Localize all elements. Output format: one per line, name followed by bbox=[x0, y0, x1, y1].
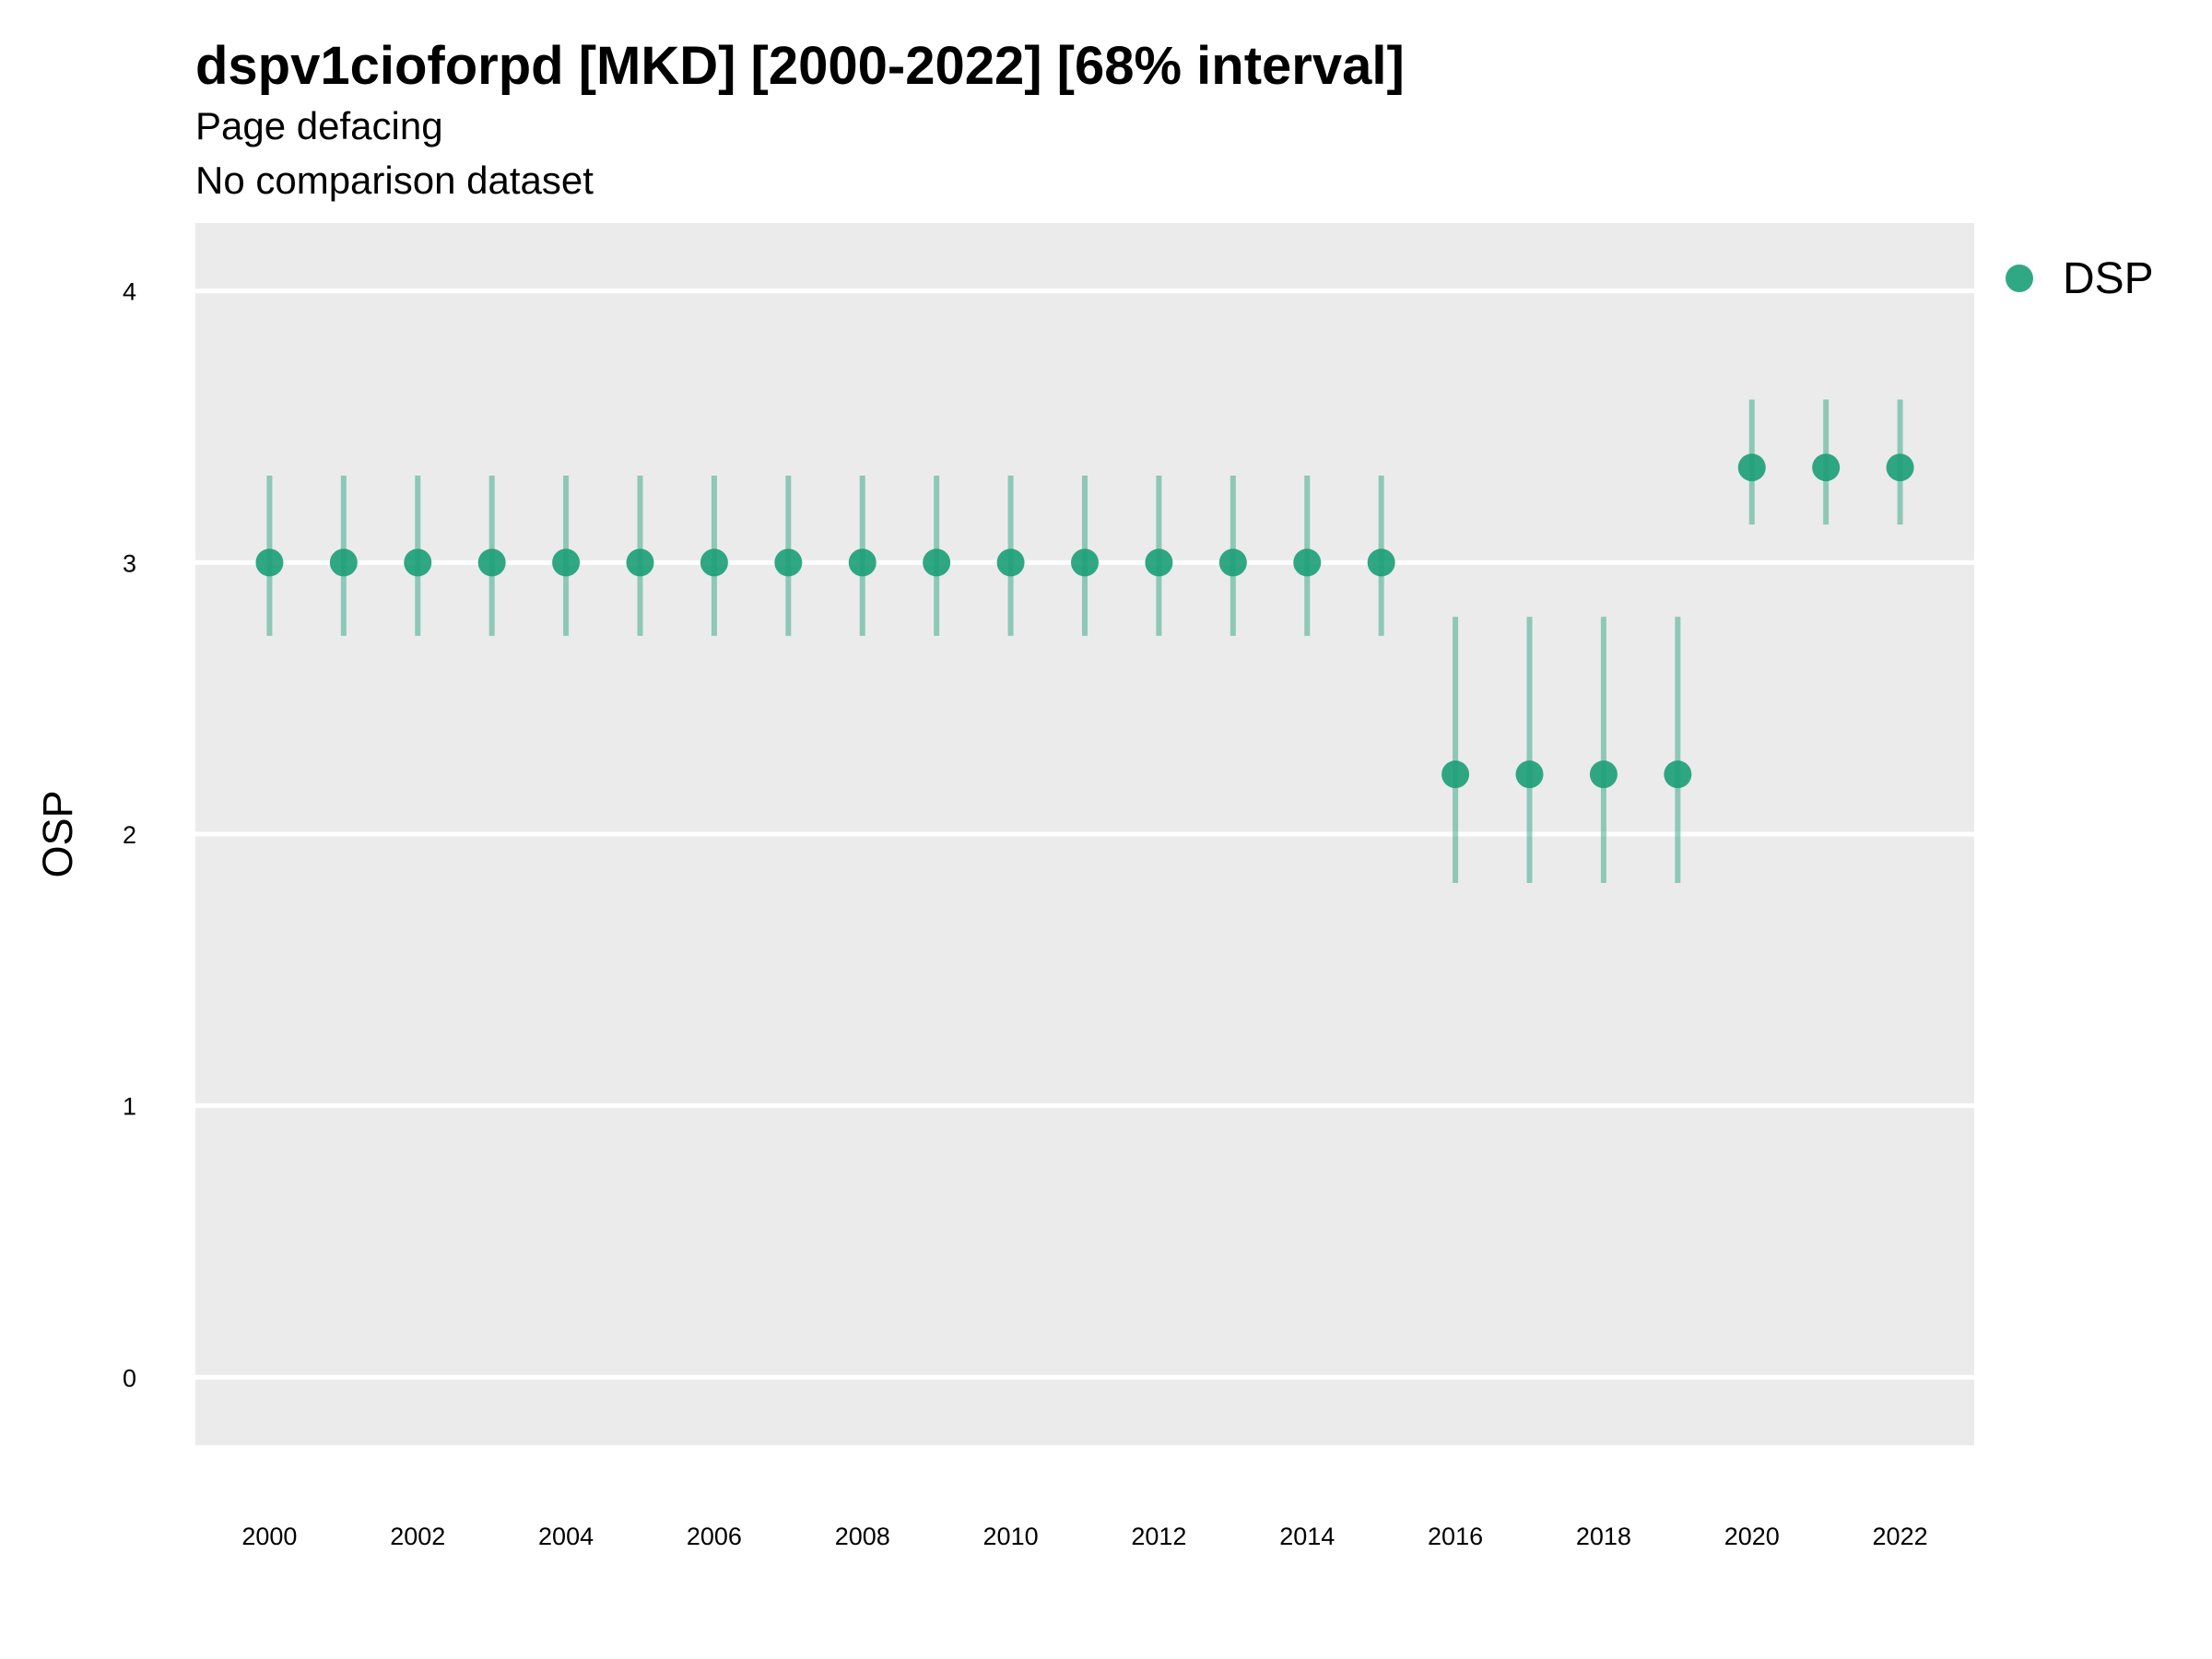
x-tick-label: 2008 bbox=[835, 1523, 890, 1550]
chart-title: dspv1cioforpd [MKD] [2000-2022] [68% int… bbox=[195, 36, 1405, 96]
data-point bbox=[1812, 453, 1841, 482]
y-axis-ticks: 0 1 2 3 4 bbox=[123, 278, 136, 1393]
y-tick-label: 2 bbox=[123, 821, 136, 849]
legend-swatch-dsp bbox=[2006, 265, 2033, 292]
data-point bbox=[1441, 760, 1470, 789]
data-point bbox=[626, 548, 654, 577]
data-point bbox=[700, 548, 728, 577]
chart-subtitle-line-2: No comparison dataset bbox=[195, 159, 594, 202]
data-point bbox=[1664, 760, 1692, 789]
y-tick-label: 0 bbox=[123, 1364, 136, 1392]
data-point bbox=[1367, 548, 1395, 577]
data-point bbox=[1145, 548, 1173, 577]
data-point bbox=[255, 548, 284, 577]
data-point bbox=[1515, 760, 1544, 789]
data-point bbox=[552, 548, 581, 577]
legend: DSP bbox=[2006, 254, 2154, 303]
legend-label-dsp: DSP bbox=[2063, 254, 2154, 303]
data-point bbox=[774, 548, 803, 577]
data-point bbox=[477, 548, 506, 577]
data-point bbox=[848, 548, 877, 577]
data-point bbox=[1071, 548, 1099, 577]
data-point bbox=[329, 548, 358, 577]
x-tick-label: 2010 bbox=[983, 1523, 1039, 1550]
x-tick-label: 2014 bbox=[1279, 1523, 1335, 1550]
x-tick-label: 2016 bbox=[1428, 1523, 1483, 1550]
x-tick-label: 2012 bbox=[1131, 1523, 1186, 1550]
data-point bbox=[923, 548, 951, 577]
y-tick-label: 4 bbox=[123, 278, 136, 306]
x-tick-label: 2022 bbox=[1873, 1523, 1928, 1550]
x-tick-label: 2002 bbox=[390, 1523, 445, 1550]
x-tick-label: 2000 bbox=[241, 1523, 297, 1550]
x-tick-label: 2006 bbox=[687, 1523, 742, 1550]
data-point bbox=[1589, 760, 1618, 789]
data-point bbox=[1293, 548, 1322, 577]
data-point bbox=[1737, 453, 1766, 482]
x-tick-label: 2004 bbox=[538, 1523, 594, 1550]
x-tick-label: 2018 bbox=[1576, 1523, 1631, 1550]
y-axis-title: OSP bbox=[34, 790, 81, 877]
data-points bbox=[255, 453, 1914, 789]
data-point bbox=[1886, 453, 1914, 482]
data-point bbox=[1218, 548, 1247, 577]
data-point bbox=[404, 548, 432, 577]
chart-subtitle-line-1: Page defacing bbox=[195, 104, 443, 147]
x-tick-label: 2020 bbox=[1724, 1523, 1780, 1550]
x-axis-ticks: 2000 2002 2004 2006 2008 2010 2012 2014 2016 2018… bbox=[241, 1523, 1927, 1550]
y-tick-label: 3 bbox=[123, 549, 136, 577]
data-point bbox=[996, 548, 1025, 577]
y-tick-label: 1 bbox=[123, 1093, 136, 1121]
